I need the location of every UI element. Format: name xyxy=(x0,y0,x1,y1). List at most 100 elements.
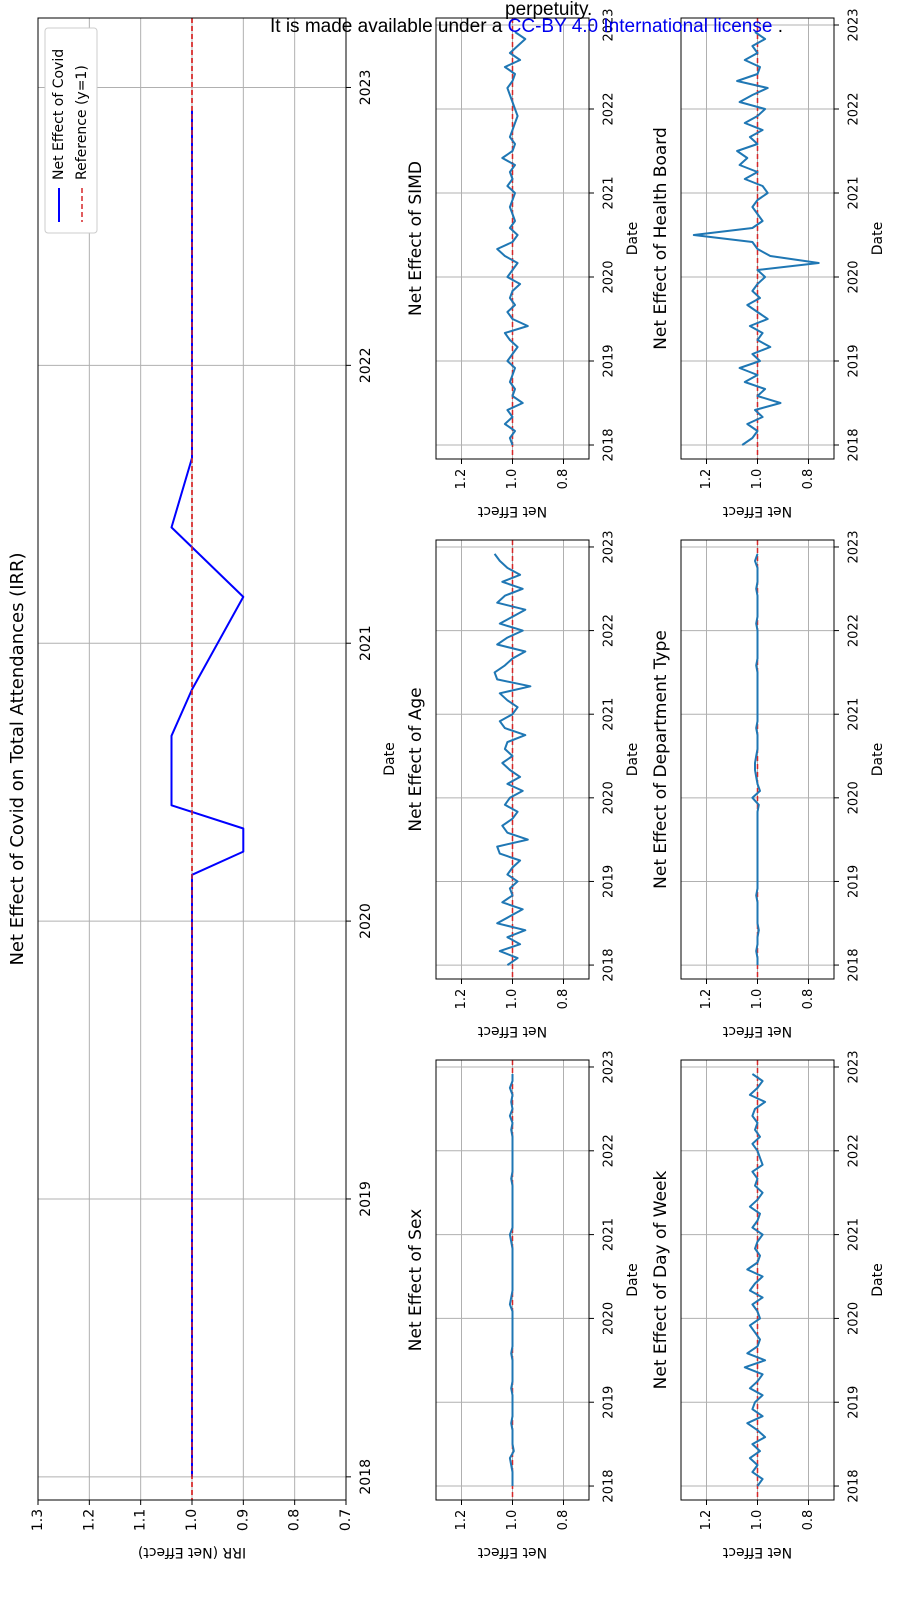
x-axis-label: Date xyxy=(625,1263,641,1296)
x-tick-label: 2018 xyxy=(602,428,617,461)
license-link[interactable]: CC-BY 4.0 International license xyxy=(507,16,773,37)
y-axis-label: Net Effect xyxy=(722,503,792,519)
y-tick-label: 1.3 xyxy=(30,1509,46,1531)
x-tick-label: 2023 xyxy=(847,1050,862,1083)
x-axis-label: Date xyxy=(870,222,886,255)
x-tick-label: 2023 xyxy=(358,70,374,106)
plot-frame xyxy=(680,539,835,980)
x-tick-label: 2023 xyxy=(847,530,862,563)
y-tick-label: 1.2 xyxy=(454,1510,469,1531)
chart-title: Net Effect of Day of Week xyxy=(651,1170,671,1389)
chart-title: Net Effect of Sex xyxy=(406,1209,426,1351)
notice-line-2: It is made available under a CC-BY 4.0 I… xyxy=(270,17,783,36)
x-tick-label: 2019 xyxy=(602,1386,617,1419)
x-tick-label: 2021 xyxy=(602,1218,617,1251)
x-tick-label: 2020 xyxy=(847,260,862,293)
x-tick-label: 2022 xyxy=(602,92,617,125)
y-axis-label: Net Effect xyxy=(722,1544,792,1560)
chart-age: 2018 2019 2020 2021 2022 2023 1.2 1.0 0.8 Net Eff… xyxy=(406,530,641,1039)
x-tick-label: 2022 xyxy=(602,614,617,647)
x-tick-label: 2019 xyxy=(602,865,617,898)
series-line xyxy=(743,1073,767,1487)
y-axis-label: Net Effect xyxy=(477,1023,547,1039)
x-tick-label: 2020 xyxy=(602,260,617,293)
x-tick-label: 2021 xyxy=(847,176,862,209)
x-tick-label: 2020 xyxy=(847,1302,862,1335)
y-tick-label: 0.7 xyxy=(338,1509,354,1531)
x-tick-label: 2021 xyxy=(847,698,862,731)
y-tick-label: 1.2 xyxy=(699,989,714,1010)
chart-dow: 2018 2019 2020 2021 2022 2023 1.2 1.0 0.8 Net Eff… xyxy=(651,1050,886,1560)
y-tick-label: 1.1 xyxy=(133,1509,149,1531)
chart-title: Net Effect of Department Type xyxy=(651,630,671,889)
plot-frame xyxy=(435,539,590,980)
legend: Net Effect of Covid Reference (y=1) xyxy=(44,27,98,234)
y-tick-label: 1.2 xyxy=(454,989,469,1010)
plot-frame xyxy=(435,17,590,460)
y-tick-label: 0.8 xyxy=(556,989,571,1010)
x-tick-label: 2019 xyxy=(847,865,862,898)
y-axis-label: Net Effect xyxy=(722,1023,792,1039)
y-axis-label: Net Effect xyxy=(477,1544,547,1560)
series-line xyxy=(496,31,529,446)
chart-title: Net Effect of SIMD xyxy=(406,161,426,316)
chart-hb: 2018 2019 2020 2021 2022 2023 1.2 1.0 0.8 Net Eff… xyxy=(651,8,886,519)
legend-frame xyxy=(44,27,98,234)
x-tick-label: 2019 xyxy=(602,344,617,377)
y-tick-label: 0.8 xyxy=(556,1510,571,1531)
series-line xyxy=(493,553,532,966)
series-line xyxy=(508,1074,515,1486)
plot-frame xyxy=(435,1059,590,1501)
x-axis-label: Date xyxy=(625,743,641,776)
y-tick-label: 1.0 xyxy=(505,989,520,1010)
notice-prefix: It is made available under a xyxy=(270,16,503,37)
y-tick-label: 0.9 xyxy=(235,1509,251,1531)
x-tick-label: 2022 xyxy=(847,614,862,647)
x-tick-label: 2020 xyxy=(358,903,374,939)
y-tick-label: 1.0 xyxy=(750,1510,765,1531)
chart-main: 2018 2019 2020 2021 2022 2023 1.3 1.2 1.1 1.0 0.9 0… xyxy=(7,17,398,1560)
y-tick-label: 1.0 xyxy=(505,1510,520,1531)
x-tick-label: 2022 xyxy=(847,92,862,125)
x-tick-label: 2019 xyxy=(847,344,862,377)
y-tick-label: 1.0 xyxy=(750,989,765,1010)
y-tick-label: 0.8 xyxy=(287,1509,303,1531)
series-line xyxy=(170,110,245,1477)
y-tick-label: 1.2 xyxy=(699,1510,714,1531)
chart-title: Net Effect of Age xyxy=(406,687,426,831)
x-tick-label: 2022 xyxy=(847,1134,862,1167)
x-tick-label: 2020 xyxy=(602,1302,617,1335)
x-tick-label: 2023 xyxy=(847,8,862,41)
notice-suffix: . xyxy=(777,16,783,37)
x-tick-label: 2018 xyxy=(847,428,862,461)
x-tick-label: 2019 xyxy=(847,1386,862,1419)
x-tick-label: 2018 xyxy=(602,1469,617,1502)
x-tick-label: 2021 xyxy=(847,1218,862,1251)
y-tick-label: 1.2 xyxy=(699,469,714,490)
x-axis-label: Date xyxy=(870,743,886,776)
y-axis-label: IRR (Net Effect) xyxy=(138,1544,246,1560)
y-tick-label: 1.2 xyxy=(81,1509,97,1531)
y-tick-label: 0.8 xyxy=(801,469,816,490)
y-tick-label: 0.8 xyxy=(801,1510,816,1531)
x-tick-label: 2020 xyxy=(602,781,617,814)
y-tick-label: 1.0 xyxy=(505,469,520,490)
x-tick-label: 2023 xyxy=(602,530,617,563)
x-tick-label: 2023 xyxy=(602,1050,617,1083)
y-tick-label: 1.0 xyxy=(750,469,765,490)
x-tick-label: 2018 xyxy=(602,949,617,982)
legend-label-covid: Net Effect of Covid xyxy=(51,49,67,180)
y-tick-label: 1.2 xyxy=(454,469,469,490)
x-tick-label: 2021 xyxy=(602,698,617,731)
x-tick-label: 2021 xyxy=(358,625,374,661)
x-tick-label: 2018 xyxy=(847,949,862,982)
y-axis-label: Net Effect xyxy=(477,503,547,519)
y-tick-label: 0.8 xyxy=(801,989,816,1010)
plot-frame xyxy=(680,1059,835,1501)
legend-label-reference: Reference (y=1) xyxy=(74,65,90,180)
x-axis-label: Date xyxy=(382,742,398,775)
x-axis-label: Date xyxy=(870,1263,886,1296)
x-tick-label: 2023 xyxy=(602,8,617,41)
series-line xyxy=(751,553,761,966)
